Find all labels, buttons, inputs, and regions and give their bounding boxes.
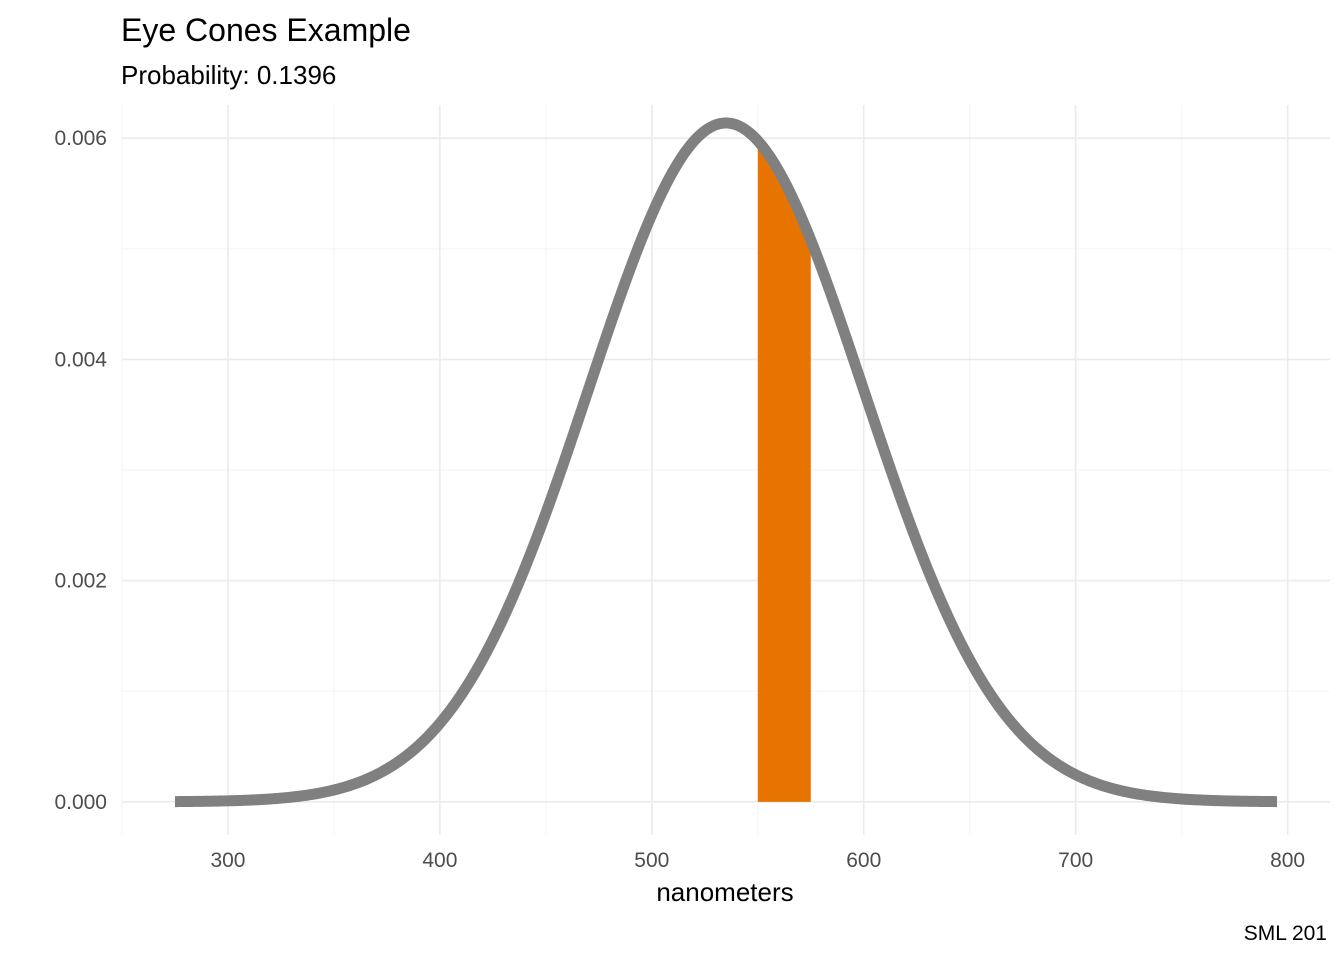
x-tick-label: 500 xyxy=(634,849,669,872)
x-tick-label: 600 xyxy=(846,849,881,872)
x-tick-label: 700 xyxy=(1058,849,1093,872)
y-axis-tick-labels: 0.000 0.002 0.004 0.006 xyxy=(54,127,107,814)
x-axis-tick-labels: 300 400 500 600 700 800 xyxy=(210,849,1305,872)
x-axis-title: nanometers xyxy=(656,877,793,907)
x-tick-label: 400 xyxy=(422,849,457,872)
y-tick-label: 0.002 xyxy=(54,570,107,593)
shaded-probability-area xyxy=(757,140,811,802)
probability-region xyxy=(757,140,811,802)
x-tick-label: 300 xyxy=(210,849,245,872)
chart-subtitle: Probability: 0.1396 xyxy=(121,60,336,90)
y-tick-label: 0.004 xyxy=(54,348,107,371)
y-tick-label: 0.006 xyxy=(54,127,107,150)
chart-title: Eye Cones Example xyxy=(121,12,411,48)
density-curve-layer xyxy=(171,117,1281,808)
density-curve xyxy=(171,117,1281,808)
minor-gridlines xyxy=(121,105,1330,835)
y-tick-label: 0.000 xyxy=(54,791,107,814)
chart-caption: SML 201 xyxy=(1244,922,1327,945)
x-tick-label: 800 xyxy=(1270,849,1305,872)
